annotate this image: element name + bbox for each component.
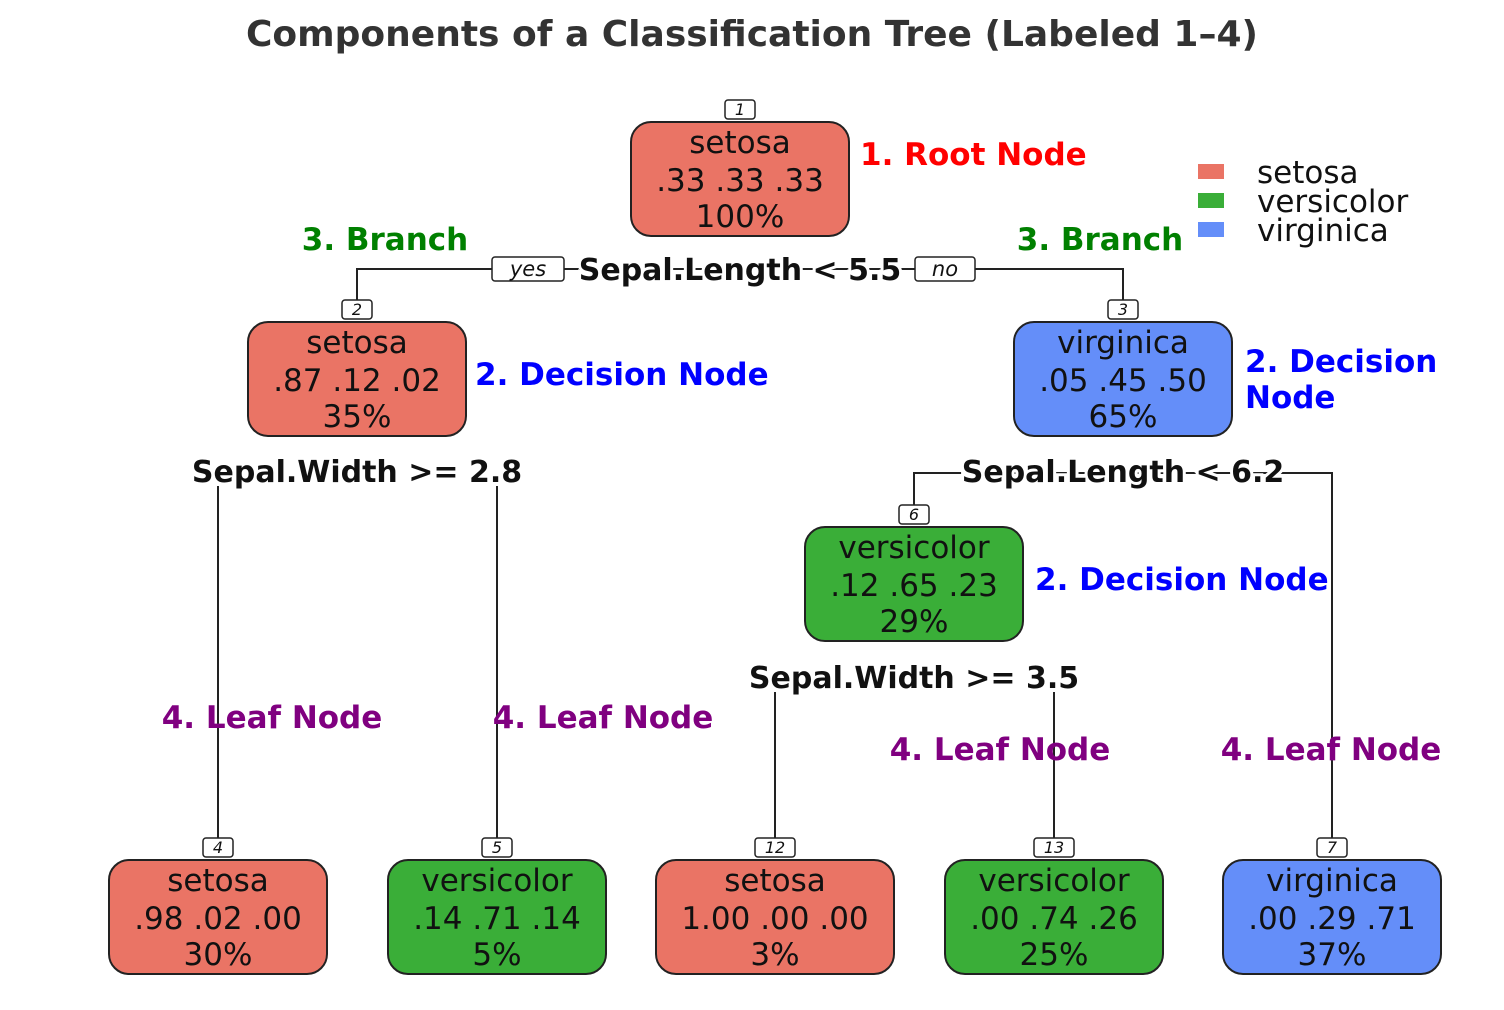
node-id: 6 <box>909 505 919 524</box>
node-probs: .12 .65 .23 <box>830 568 998 604</box>
node-id: 13 <box>1044 838 1064 857</box>
node-class: setosa <box>724 863 826 899</box>
node-id: 4 <box>213 838 223 857</box>
node-id-box <box>202 837 234 858</box>
node-box-5 <box>387 859 607 975</box>
edge-node-6 <box>774 692 1055 838</box>
node-id-box <box>898 504 930 525</box>
annotation-label: 3. Branch <box>302 222 469 258</box>
node-percent: 100% <box>696 199 785 235</box>
node-probs: .05 .45 .50 <box>1039 363 1207 399</box>
edge-node-2 <box>217 486 498 838</box>
diagram-title: Components of a Classification Tree (Lab… <box>246 14 1258 55</box>
node-percent: 3% <box>750 937 799 973</box>
node-percent: 30% <box>184 937 253 973</box>
edge-root <box>356 268 1124 300</box>
node-class: setosa <box>306 325 408 361</box>
node-box-6 <box>804 526 1024 642</box>
node-class: versicolor <box>978 863 1130 899</box>
node-box-7 <box>1222 859 1442 975</box>
node-box-13 <box>944 859 1164 975</box>
annotation-label: 4. Leaf Node <box>1221 732 1442 768</box>
node-id-box <box>754 837 796 858</box>
node-box-4 <box>108 859 328 975</box>
node-id: 2 <box>352 300 362 319</box>
node-percent: 5% <box>472 937 521 973</box>
split-rule: Sepal.Length < 6.2 <box>962 455 1285 490</box>
annotation-label: 4. Leaf Node <box>493 700 714 736</box>
legend-label: setosa <box>1257 155 1359 191</box>
node-probs: .00 .29 .71 <box>1248 901 1416 937</box>
yes-label: yes <box>509 257 546 281</box>
no-label: no <box>932 257 958 281</box>
legend-label: virginica <box>1257 213 1389 249</box>
node-probs: .87 .12 .02 <box>273 363 441 399</box>
node-id-box <box>724 99 756 120</box>
annotation-label: 2. Decision Node <box>1035 562 1329 598</box>
node-percent: 65% <box>1089 399 1158 435</box>
legend-swatch-setosa <box>1198 164 1224 179</box>
node-percent: 25% <box>1020 937 1089 973</box>
node-id: 7 <box>1327 838 1338 857</box>
annotation-label-line: 2. Decision <box>1245 344 1437 380</box>
node-class: virginica <box>1266 863 1398 899</box>
node-probs: .33 .33 .33 <box>656 163 824 199</box>
node-id: 3 <box>1118 300 1128 319</box>
node-probs: .00 .74 .26 <box>970 901 1138 937</box>
node-id-box <box>1107 299 1139 320</box>
node-class: virginica <box>1057 325 1189 361</box>
node-box-2 <box>247 321 467 437</box>
annotation-label: 2. Decision Node <box>475 357 769 393</box>
node-id: 5 <box>492 838 502 857</box>
node-probs: .14 .71 .14 <box>413 901 581 937</box>
node-percent: 37% <box>1298 937 1367 973</box>
annotation-label: 4. Leaf Node <box>162 700 383 736</box>
legend-swatch-virginica <box>1198 222 1224 237</box>
node-probs: .98 .02 .00 <box>134 901 302 937</box>
split-rule: Sepal.Length < 5.5 <box>579 253 902 288</box>
node-id-box <box>1316 837 1348 858</box>
split-rule: Sepal.Width >= 3.5 <box>749 661 1079 696</box>
edge-node-3 <box>913 472 1333 838</box>
node-box-1 <box>630 121 850 237</box>
node-id-box <box>341 299 373 320</box>
node-id: 12 <box>765 838 785 857</box>
node-id-box <box>1033 837 1075 858</box>
node-box-3 <box>1013 321 1233 437</box>
no-label-box <box>914 256 976 282</box>
annotation-label: 2. Decision Node <box>1245 344 1437 416</box>
annotation-label: 1. Root Node <box>860 137 1087 173</box>
split-rule: Sepal.Width >= 2.8 <box>192 455 522 490</box>
legend-swatch-versicolor <box>1198 193 1224 208</box>
annotation-label: 3. Branch <box>1017 222 1184 258</box>
node-class: setosa <box>689 125 791 161</box>
node-box-12 <box>655 859 895 975</box>
node-id: 1 <box>735 100 745 119</box>
node-percent: 29% <box>880 604 949 640</box>
node-id-box <box>481 837 513 858</box>
node-class: setosa <box>167 863 269 899</box>
annotation-label-line: Node <box>1245 380 1335 416</box>
node-class: versicolor <box>421 863 573 899</box>
legend-label: versicolor <box>1257 184 1409 220</box>
node-class: versicolor <box>838 530 990 566</box>
annotation-label: 4. Leaf Node <box>890 732 1111 768</box>
yes-label-box <box>491 256 565 282</box>
node-percent: 35% <box>323 399 392 435</box>
node-probs: 1.00 .00 .00 <box>681 901 868 937</box>
